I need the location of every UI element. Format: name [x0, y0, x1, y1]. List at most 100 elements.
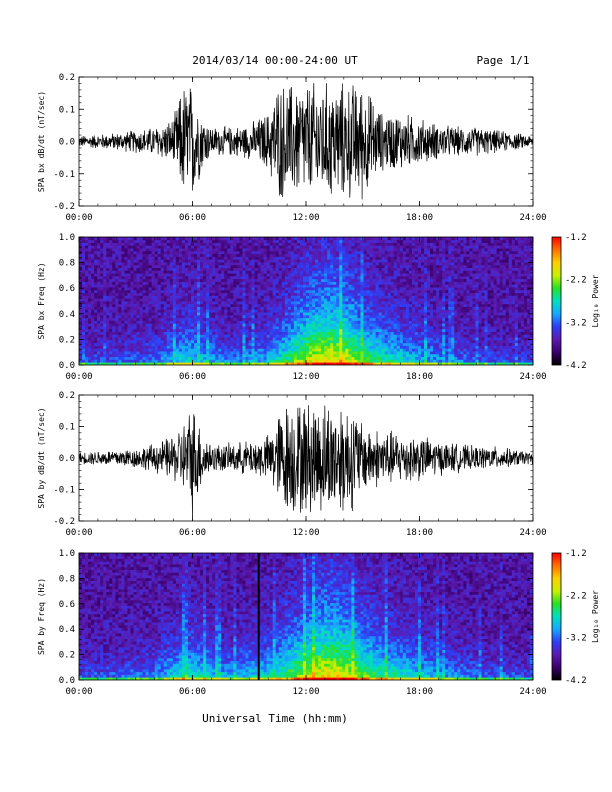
heatmap-cell [215, 239, 219, 243]
heatmap-cell [284, 281, 289, 285]
heatmap-cell [200, 248, 204, 252]
heatmap-cell [85, 298, 89, 302]
heatmap-cell [227, 326, 231, 330]
heatmap-cell [218, 253, 222, 257]
heatmap-cell [272, 351, 277, 355]
heatmap-cell [227, 353, 231, 358]
heatmap-cell [245, 256, 249, 260]
heatmap-cell [181, 303, 186, 307]
heatmap-cell [187, 303, 192, 307]
heatmap-cell [115, 284, 119, 288]
heatmap-cell [227, 253, 231, 257]
heatmap-cell [124, 326, 128, 330]
heatmap-cell [357, 256, 361, 260]
heatmap-cell [375, 237, 380, 241]
heatmap-cell [127, 295, 131, 299]
heatmap-cell [163, 256, 168, 260]
heatmap-cell [245, 342, 249, 346]
heatmap-cell [187, 250, 192, 255]
heatmap-cell [103, 289, 107, 294]
heatmap-cell [299, 239, 304, 243]
heatmap-cell [372, 356, 377, 360]
heatmap-cell [233, 267, 237, 271]
heatmap-cell [203, 250, 207, 255]
heatmap-cell [224, 248, 228, 252]
heatmap-cell [296, 281, 301, 285]
heatmap-cell [184, 356, 189, 360]
heatmap-cell [287, 287, 292, 291]
heatmap-cell [299, 242, 304, 246]
heatmap-cell [263, 275, 268, 280]
heatmap-cell [321, 284, 325, 288]
heatmap-cell [82, 353, 86, 358]
heatmap-cell [381, 345, 386, 349]
heatmap-cell [91, 362, 95, 365]
heatmap-cell [212, 245, 216, 249]
heatmap-cell [154, 237, 159, 241]
heatmap-cell [233, 270, 237, 274]
heatmap-cell [254, 356, 258, 360]
heatmap-cell [142, 267, 146, 271]
heatmap-cell [309, 323, 313, 327]
heatmap-cell [321, 348, 325, 352]
heatmap-cell [130, 356, 134, 360]
heatmap-cell [269, 331, 274, 335]
heatmap-cell [342, 309, 346, 313]
heatmap-cell [336, 331, 340, 335]
heatmap-cell [85, 275, 89, 280]
heatmap-cell [248, 348, 252, 352]
heatmap-cell [130, 237, 134, 241]
heatmap-cell [85, 248, 89, 252]
heatmap-cell [187, 289, 192, 294]
heatmap-cell [239, 328, 243, 333]
heatmap-cell [357, 314, 361, 319]
heatmap-cell [82, 270, 86, 274]
heatmap-cell [251, 309, 255, 313]
heatmap-cell [366, 362, 370, 365]
heatmap-cell [345, 248, 349, 252]
heatmap-cell [94, 295, 98, 299]
heatmap-cell [127, 351, 131, 355]
heatmap-cell [306, 331, 310, 335]
heatmap-cell [360, 328, 364, 333]
heatmap-cell [339, 353, 343, 358]
heatmap-cell [203, 259, 207, 263]
heatmap-cell [342, 242, 346, 246]
heatmap-cell [372, 326, 377, 330]
heatmap-cell [339, 317, 343, 321]
heatmap-cell [115, 351, 119, 355]
heatmap-cell [233, 248, 237, 252]
heatmap-cell [296, 253, 301, 257]
heatmap-cell [245, 339, 249, 344]
heatmap-cell [145, 287, 150, 291]
heatmap-cell [160, 250, 165, 255]
heatmap-cell [85, 242, 89, 246]
heatmap-cell [348, 312, 352, 316]
heatmap-cell [178, 312, 183, 316]
heatmap-cell [88, 312, 92, 316]
heatmap-cell [148, 309, 153, 313]
heatmap-cell [336, 306, 340, 310]
heatmap-cell [327, 298, 331, 302]
heatmap-cell [233, 275, 237, 280]
heatmap-cell [206, 339, 210, 344]
heatmap-cell [224, 275, 228, 280]
heatmap-cell [215, 295, 219, 299]
heatmap-cell [293, 239, 298, 243]
heatmap-cell [260, 301, 265, 305]
heatmap-cell [139, 256, 143, 260]
heatmap-cell [299, 320, 304, 324]
heatmap-cell [97, 287, 101, 291]
heatmap-cell [302, 267, 307, 271]
heatmap-cell [327, 253, 331, 257]
heatmap-cell [372, 323, 377, 327]
heatmap-cell [85, 278, 89, 282]
heatmap-cell [139, 292, 143, 296]
heatmap-cell [136, 281, 140, 285]
heatmap-cell [266, 256, 271, 260]
heatmap-cell [100, 267, 104, 271]
heatmap-cell [245, 359, 249, 363]
heatmap-cell [281, 323, 286, 327]
heatmap-cell [284, 317, 289, 321]
heatmap-cell [172, 281, 177, 285]
